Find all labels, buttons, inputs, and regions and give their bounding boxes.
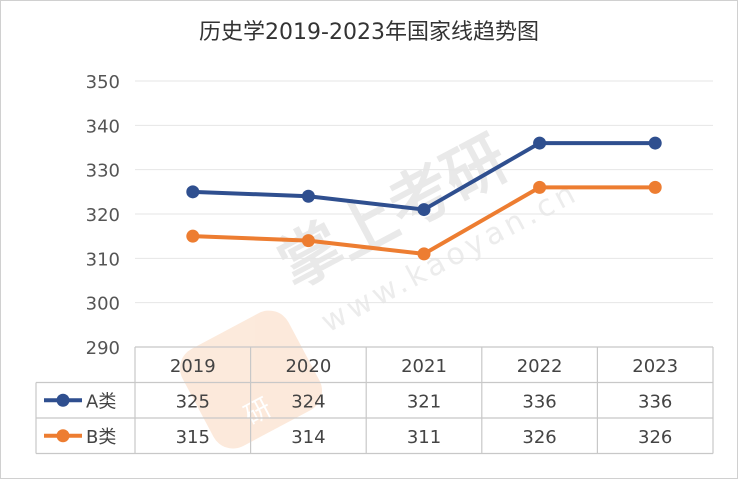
data-point bbox=[648, 180, 662, 194]
y-tick-label: 290 bbox=[86, 338, 120, 359]
data-point bbox=[533, 180, 547, 194]
x-tick-label: 2020 bbox=[285, 356, 331, 377]
data-point bbox=[301, 234, 315, 248]
data-table: 2019 2020 2021 2022 2023 A类 325 324 321 336 336 B类 3… bbox=[35, 346, 714, 455]
data-cell-value: 326 bbox=[522, 427, 556, 448]
data-point bbox=[648, 136, 662, 150]
x-tick-label: 2022 bbox=[517, 356, 563, 377]
y-tick-label: 350 bbox=[86, 72, 120, 93]
data-cell-value: 336 bbox=[638, 391, 672, 412]
data-cell-value: 315 bbox=[176, 427, 210, 448]
data-point bbox=[301, 189, 315, 203]
legend-label: A类 bbox=[86, 391, 116, 412]
data-point bbox=[417, 247, 431, 261]
data-cell-value: 336 bbox=[522, 391, 556, 412]
y-tick-label: 320 bbox=[86, 205, 120, 226]
data-point bbox=[186, 185, 200, 199]
chart-title: 历史学2019-2023年国家线趋势图 bbox=[199, 20, 539, 45]
y-tick-label: 310 bbox=[86, 249, 120, 270]
legend-key-marker bbox=[56, 393, 70, 407]
series-lines bbox=[186, 136, 662, 261]
data-cell-value: 324 bbox=[291, 391, 325, 412]
y-tick-label: 330 bbox=[86, 161, 120, 182]
data-point bbox=[186, 229, 200, 243]
y-tick-label: 340 bbox=[86, 116, 120, 137]
data-point bbox=[417, 203, 431, 217]
legend-key-marker bbox=[56, 429, 70, 443]
y-axis: 290 300 310 320 330 340 350 bbox=[86, 72, 120, 359]
data-cell-value: 321 bbox=[407, 391, 441, 412]
data-cell-value: 325 bbox=[176, 391, 210, 412]
x-tick-label: 2021 bbox=[401, 356, 447, 377]
x-tick-label: 2019 bbox=[170, 356, 216, 377]
data-cell-value: 326 bbox=[638, 427, 672, 448]
data-cell-value: 314 bbox=[291, 427, 325, 448]
x-tick-label: 2023 bbox=[632, 356, 678, 377]
y-tick-label: 300 bbox=[86, 294, 120, 315]
data-cell-value: 311 bbox=[407, 427, 441, 448]
legend-label: B类 bbox=[86, 427, 116, 448]
data-point bbox=[533, 136, 547, 150]
